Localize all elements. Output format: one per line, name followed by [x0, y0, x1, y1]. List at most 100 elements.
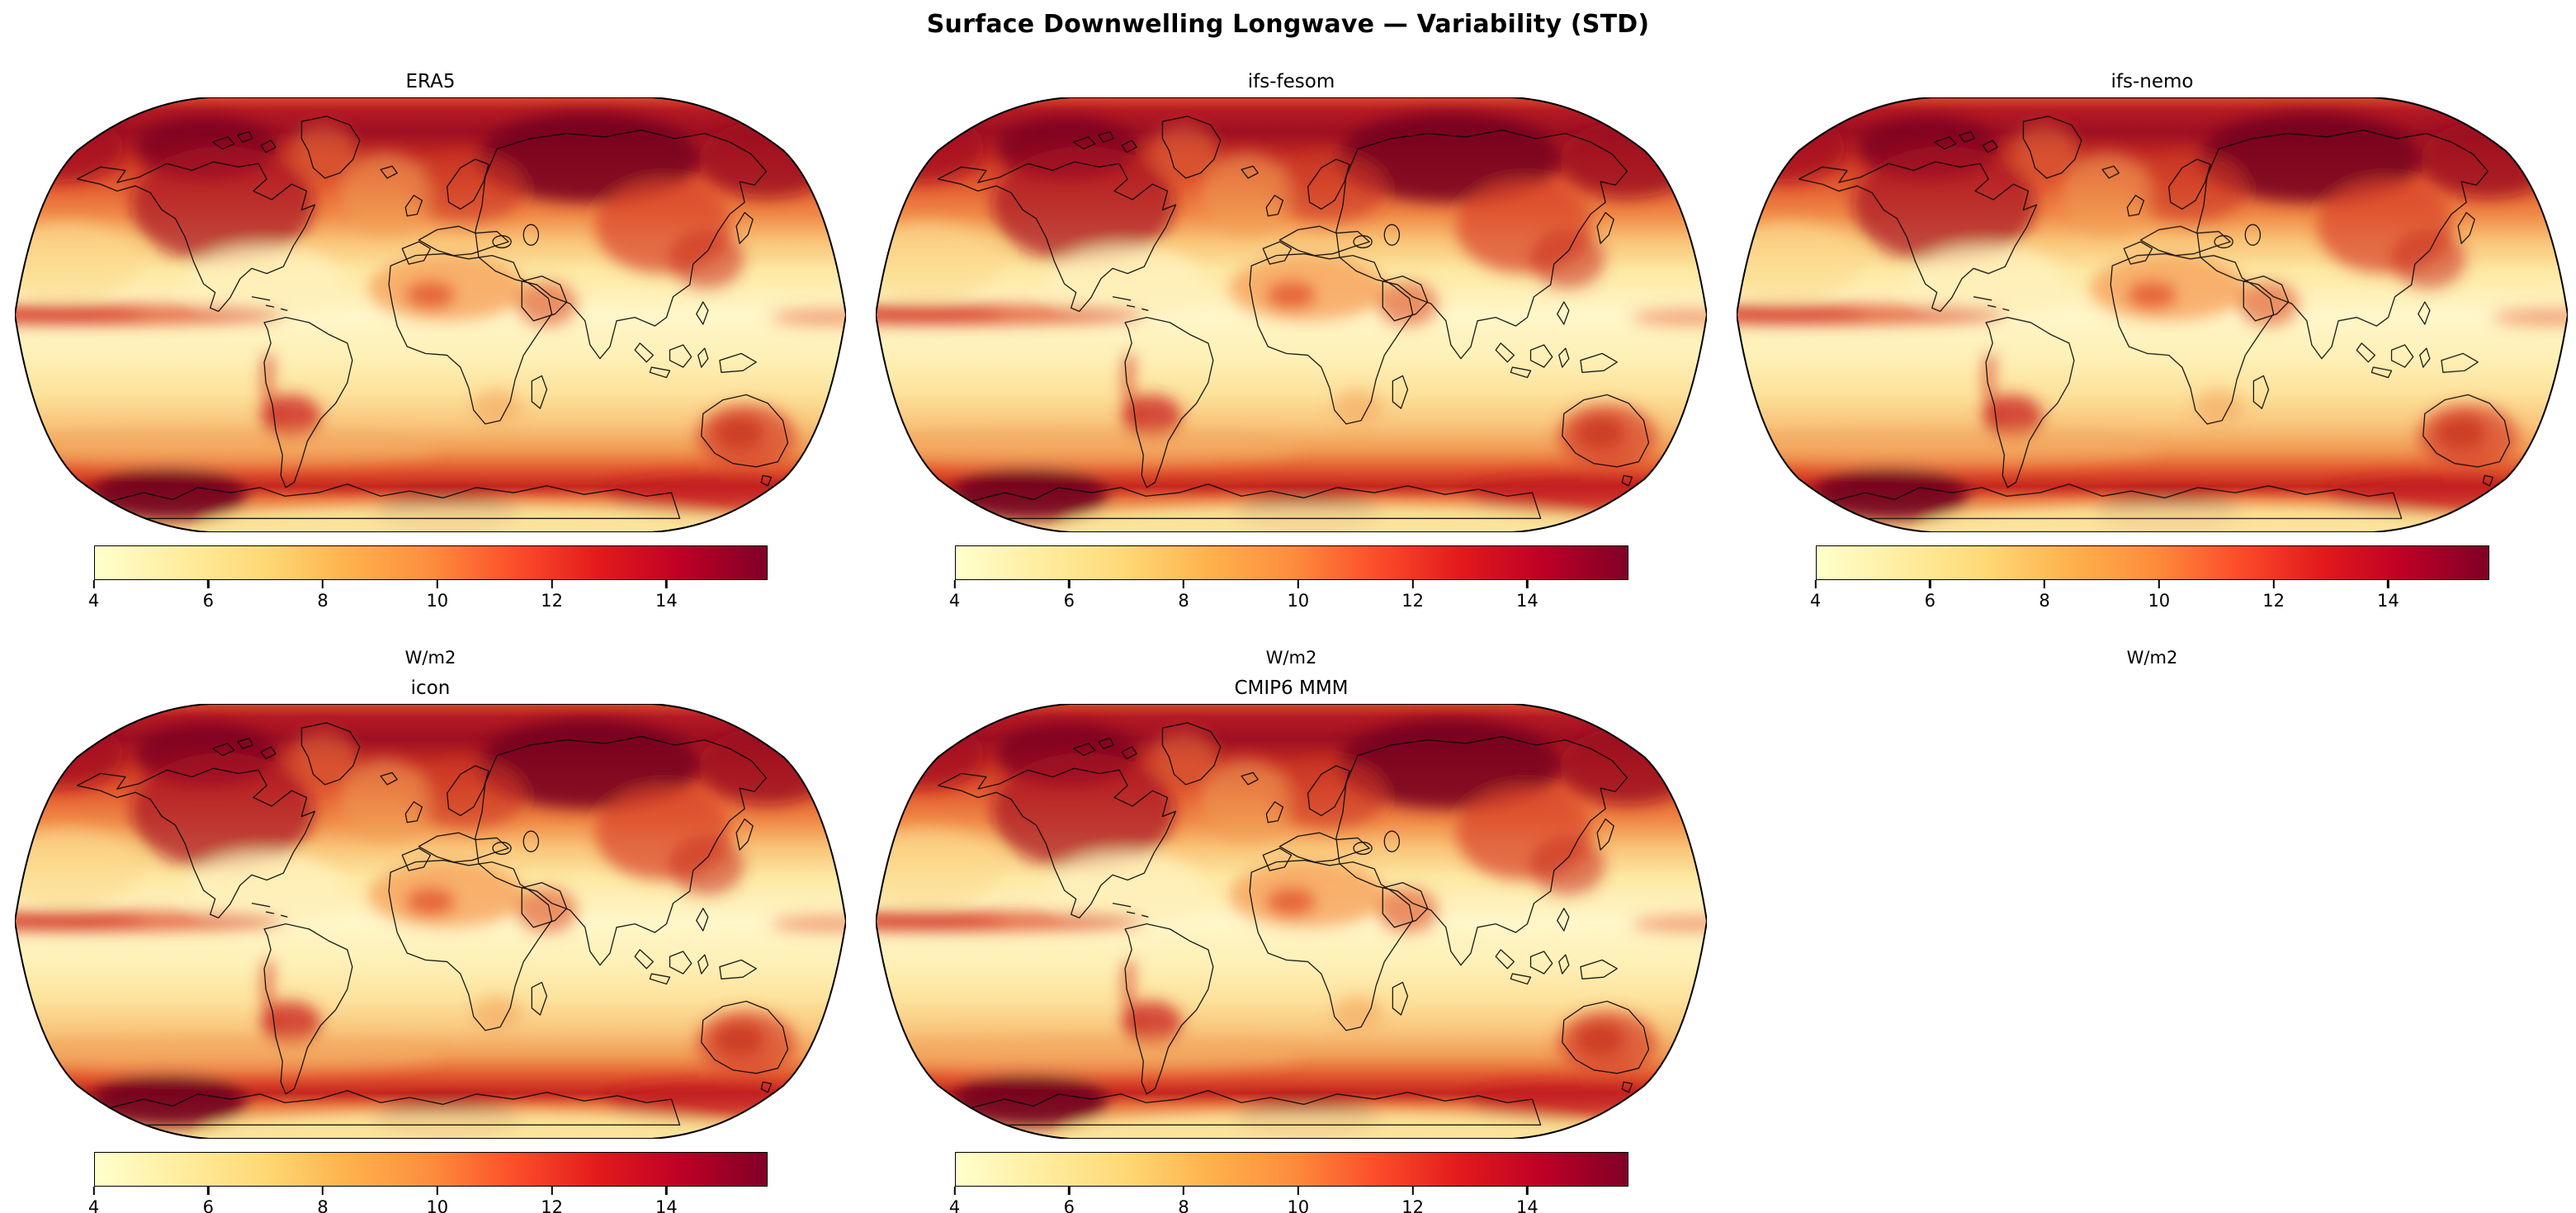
map — [876, 97, 1707, 532]
colorbar-tick-mark — [92, 1187, 95, 1195]
colorbar-gradient — [954, 1152, 1628, 1187]
colorbar-ticks: 4 6 8 10 12 14 — [88, 580, 768, 615]
colorbar-tick-label: 14 — [655, 1197, 678, 1213]
colorbar-gradient — [1815, 545, 2489, 580]
colorbar-tick-label: 14 — [655, 591, 678, 611]
colorbar-tick-mark — [1526, 580, 1529, 588]
colorbar-tick-mark — [436, 580, 439, 588]
colorbar-tick-label: 10 — [426, 1197, 449, 1213]
colorbar-tick-mark — [2387, 580, 2389, 588]
colorbar-ticks: 4 6 8 10 12 14 — [949, 580, 1628, 615]
colorbar-tick-mark — [665, 580, 668, 588]
colorbar-tick-label: 4 — [87, 1197, 100, 1213]
colorbar-tick-label: 8 — [317, 591, 328, 611]
colorbar-tick-mark — [2272, 580, 2275, 588]
colorbar-tick-mark — [1411, 1187, 1414, 1195]
colorbar-tick-label: 4 — [87, 591, 100, 611]
colorbar-tick-label: 14 — [2376, 591, 2399, 611]
colorbar-tick-label: 6 — [202, 1197, 214, 1213]
colorbar-tick-mark — [1814, 580, 1817, 588]
colorbar-tick-label: 6 — [1063, 1197, 1075, 1213]
map — [15, 704, 846, 1139]
colorbar-tick-label: 8 — [317, 1197, 328, 1213]
panel-ifs-nemo: ifs-nemo 4 6 8 10 12 14 W/m2 — [1722, 69, 2576, 668]
world-map-heatmap — [876, 704, 1707, 1139]
map — [15, 97, 846, 532]
colorbar-tick-label: 10 — [426, 591, 449, 611]
colorbar-ticks: 4 6 8 10 12 14 — [88, 1187, 768, 1213]
colorbar-tick-mark — [1182, 1187, 1185, 1195]
colorbar-tick-mark — [2043, 580, 2046, 588]
colorbar-tick-label: 14 — [1515, 591, 1539, 611]
colorbar-tick-mark — [1411, 580, 1414, 588]
colorbar-tick-label: 12 — [541, 591, 563, 611]
colorbar-tick-label: 14 — [1515, 1197, 1539, 1213]
colorbar-tick-label: 12 — [2262, 591, 2285, 611]
colorbar-tick-mark — [1929, 580, 1931, 588]
colorbar-tick-label: 12 — [1401, 1197, 1424, 1213]
colorbar-gradient — [93, 1152, 768, 1187]
colorbar-block: 4 6 8 10 12 14 W/m2 — [949, 545, 1628, 668]
colorbar-tick-mark — [207, 1187, 210, 1195]
world-map-heatmap — [15, 97, 846, 532]
colorbar-unit-label: W/m2 — [2126, 648, 2178, 668]
colorbar-ticks: 4 6 8 10 12 14 — [1810, 580, 2489, 615]
map — [1737, 97, 2568, 532]
colorbar-tick-mark — [551, 580, 553, 588]
colorbar-tick-mark — [436, 1187, 439, 1195]
colorbar-tick-mark — [321, 1187, 324, 1195]
colorbar-unit-label: W/m2 — [1265, 648, 1317, 668]
panel-era5: ERA5 4 6 8 10 12 14 W/m2 — [0, 69, 861, 668]
colorbar-tick-mark — [321, 580, 324, 588]
colorbar-tick-mark — [1526, 1187, 1529, 1195]
colorbar-tick-mark — [551, 1187, 553, 1195]
colorbar-tick-label: 6 — [1063, 591, 1075, 611]
colorbar-tick-mark — [1068, 580, 1071, 588]
colorbar-ticks: 4 6 8 10 12 14 — [949, 1187, 1628, 1213]
panel-title: CMIP6 MMM — [1234, 677, 1349, 699]
world-map-heatmap — [1737, 97, 2568, 532]
colorbar-tick-mark — [1182, 580, 1185, 588]
colorbar-tick-label: 10 — [2148, 591, 2171, 611]
figure-title: Surface Downwelling Longwave — Variabili… — [926, 10, 1650, 39]
map — [876, 704, 1707, 1139]
colorbar-gradient — [93, 545, 768, 580]
colorbar-tick-label: 8 — [1178, 591, 1189, 611]
colorbar-tick-label: 10 — [1287, 591, 1310, 611]
colorbar-tick-mark — [1068, 1187, 1071, 1195]
world-map-heatmap — [876, 97, 1707, 532]
colorbar-tick-label: 6 — [202, 591, 214, 611]
colorbar-block: 4 6 8 10 12 14 W/m2 — [88, 545, 768, 668]
colorbar-gradient — [954, 545, 1628, 580]
colorbar-block: 4 6 8 10 12 14 W/m2 — [1810, 545, 2489, 668]
colorbar-tick-label: 4 — [948, 591, 961, 611]
colorbar-tick-label: 12 — [1401, 591, 1424, 611]
panel-title: ifs-nemo — [2110, 71, 2194, 92]
colorbar-unit-label: W/m2 — [404, 648, 456, 668]
colorbar-tick-mark — [2158, 580, 2161, 588]
colorbar-tick-mark — [1297, 1187, 1300, 1195]
colorbar-tick-label: 12 — [541, 1197, 563, 1213]
colorbar-tick-label: 8 — [2039, 591, 2050, 611]
panel-ifs-fesom: ifs-fesom 4 6 8 10 12 14 W/m2 — [861, 69, 1722, 668]
colorbar-tick-mark — [92, 580, 95, 588]
colorbar-tick-label: 10 — [1287, 1197, 1310, 1213]
colorbar-tick-label: 8 — [1178, 1197, 1189, 1213]
colorbar-tick-mark — [1297, 580, 1300, 588]
world-map-heatmap — [15, 704, 846, 1139]
panel-title: ERA5 — [405, 71, 456, 92]
colorbar-tick-mark — [207, 580, 210, 588]
colorbar-tick-mark — [953, 580, 956, 588]
colorbar-tick-mark — [665, 1187, 668, 1195]
panel-grid: ERA5 4 6 8 10 12 14 W/m2 ifs-fesom 4 6 8 10 12 14 … — [0, 69, 2576, 1213]
colorbar-tick-label: 4 — [1809, 591, 1822, 611]
panel-title: icon — [410, 677, 451, 699]
colorbar-tick-label: 6 — [1924, 591, 1936, 611]
colorbar-tick-label: 4 — [948, 1197, 961, 1213]
colorbar-tick-mark — [953, 1187, 956, 1195]
